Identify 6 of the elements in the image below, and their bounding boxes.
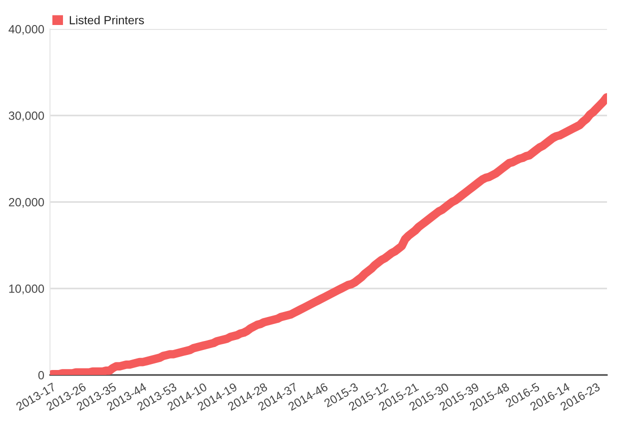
y-tick-label: 10,000 (9, 284, 44, 294)
y-tick-label: 40,000 (8, 25, 44, 35)
legend-label: Listed Printers (70, 16, 144, 24)
y-tick-label: 0 (38, 371, 44, 380)
y-tick-label: 30,000 (8, 112, 44, 122)
y-tick-label: 20,000 (8, 198, 44, 208)
